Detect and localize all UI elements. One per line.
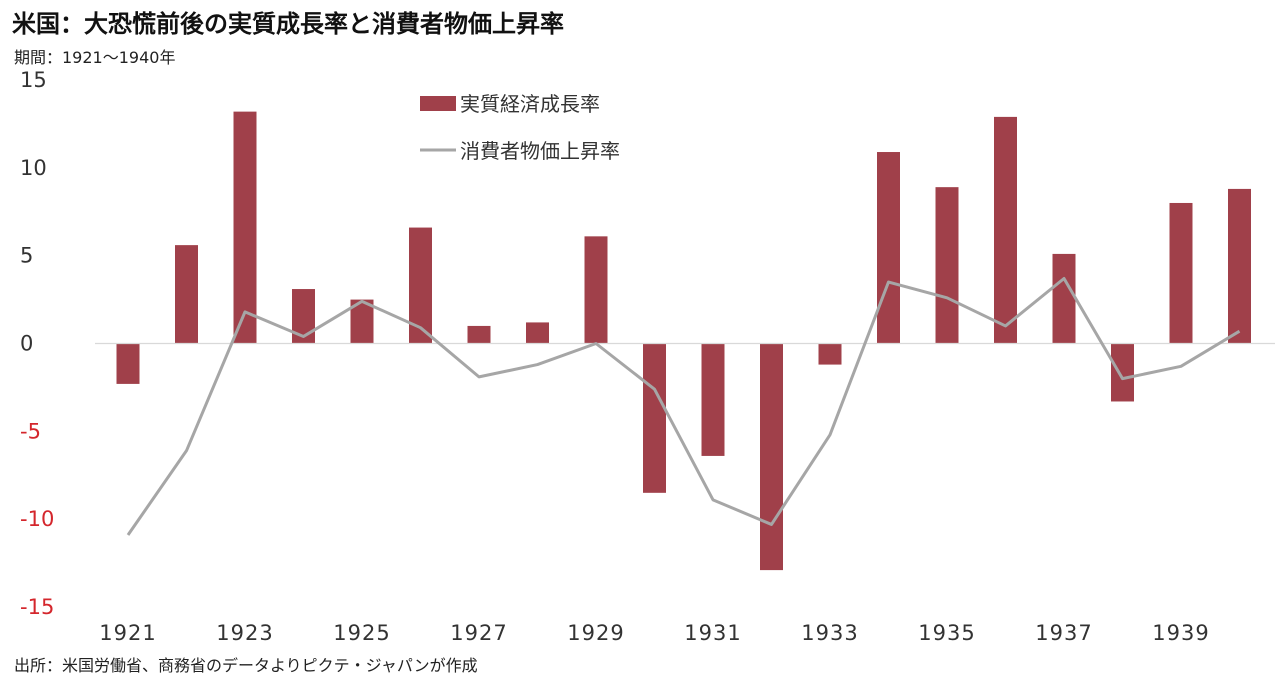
bar-series — [116, 111, 1251, 571]
legend-line-label: 消費者物価上昇率 — [460, 139, 620, 163]
bar-1926 — [409, 227, 432, 344]
y-tick-label: 10 — [20, 156, 47, 180]
x-tick-label: 1933 — [801, 621, 858, 645]
bar-1925 — [350, 299, 374, 344]
x-tick-label: 1931 — [684, 621, 741, 645]
legend-bar-label: 実質経済成長率 — [460, 92, 600, 116]
bar-1923 — [233, 111, 257, 344]
cpi-line-series — [126, 277, 1241, 536]
x-tick-label: 1929 — [567, 621, 624, 645]
bar-1937 — [1052, 253, 1076, 344]
bar-1933 — [818, 343, 842, 365]
bar-1927 — [467, 325, 491, 344]
bar-1938 — [1111, 343, 1134, 402]
y-tick-label: 15 — [20, 68, 47, 92]
bar-1939 — [1169, 202, 1193, 344]
source-note: 出所：米国労働省、商務省のデータよりピクテ・ジャパンが作成 — [14, 656, 478, 675]
bar-1922 — [175, 245, 198, 344]
x-tick-label: 1923 — [216, 621, 273, 645]
bar-1931 — [701, 343, 725, 456]
bar-1921 — [116, 343, 140, 384]
chart-title: 米国：大恐慌前後の実質成長率と消費者物価上昇率 — [12, 10, 564, 38]
x-axis: 1921 1923 1925 1927 1929 1931 1933 1935 1937 1939 — [99, 621, 1209, 645]
y-tick-label: -15 — [20, 595, 54, 619]
bar-1936 — [994, 116, 1017, 344]
bar-1935 — [935, 187, 959, 344]
bar-1930 — [643, 343, 666, 493]
x-tick-label: 1935 — [918, 621, 975, 645]
x-tick-label: 1921 — [99, 621, 156, 645]
y-tick-label: 5 — [20, 244, 33, 268]
bar-1929 — [584, 236, 608, 344]
legend-bar-swatch — [420, 96, 456, 111]
y-axis: 15 10 5 0 -5 -10 -15 — [20, 68, 54, 619]
y-tick-label: -10 — [20, 507, 54, 531]
x-tick-label: 1939 — [1152, 621, 1209, 645]
y-tick-label: 0 — [20, 332, 33, 356]
bar-1934 — [877, 152, 900, 344]
bar-1924 — [292, 289, 315, 344]
chart-subtitle: 期間：1921～1940年 — [14, 48, 176, 67]
legend: 実質経済成長率 消費者物価上昇率 — [420, 92, 620, 163]
x-tick-label: 1925 — [333, 621, 390, 645]
bar-1928 — [526, 322, 549, 344]
bar-1932 — [760, 343, 783, 571]
x-tick-label: 1927 — [450, 621, 507, 645]
bar-1940 — [1228, 188, 1251, 344]
y-tick-label: -5 — [20, 419, 41, 443]
x-tick-label: 1937 — [1035, 621, 1092, 645]
